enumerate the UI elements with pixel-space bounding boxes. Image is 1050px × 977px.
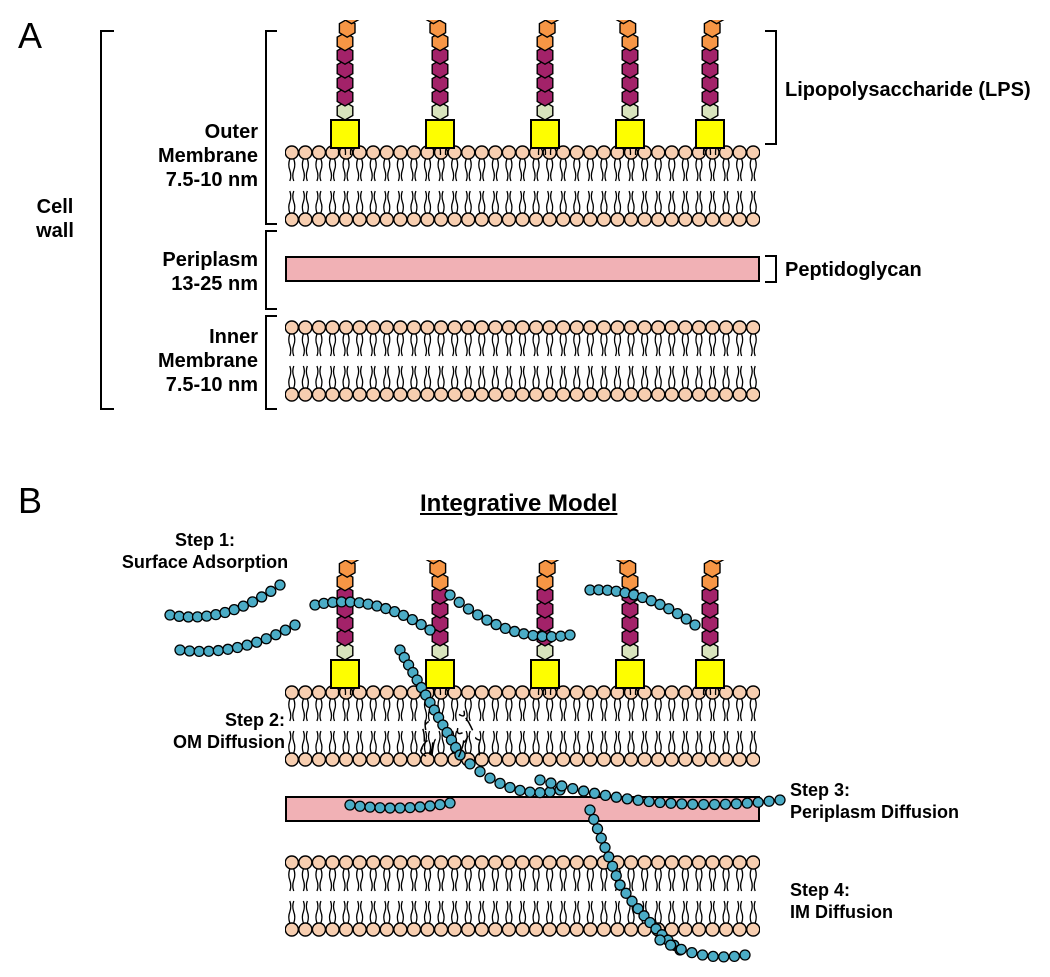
label-lps: Lipopolysaccharide (LPS): [785, 78, 1045, 102]
label-cell-wall: Cell wall: [20, 195, 90, 243]
bracket-cell-wall: [100, 30, 114, 410]
peptidoglycan-a: [285, 256, 760, 282]
panel-b-title: Integrative Model: [420, 490, 617, 518]
panel-a-letter: A: [18, 15, 42, 57]
bracket-inner-membrane: [265, 315, 277, 410]
polymer-chains-b: [120, 555, 920, 975]
panel-b-letter: B: [18, 480, 42, 522]
label-periplasm: Periplasm 13-25 nm: [150, 248, 258, 296]
bracket-peptidoglycan: [765, 255, 777, 283]
lps-chains-a: [285, 20, 760, 155]
label-outer-membrane: Outer Membrane 7.5-10 nm: [140, 120, 258, 192]
label-inner-membrane: Inner Membrane 7.5-10 nm: [140, 325, 258, 397]
bracket-outer-membrane: [265, 30, 277, 225]
bracket-lps: [765, 30, 777, 145]
outer-membrane-a: [285, 145, 760, 227]
bracket-periplasm: [265, 230, 277, 310]
inner-membrane-a: [285, 320, 760, 402]
label-peptidoglycan: Peptidoglycan: [785, 258, 985, 282]
